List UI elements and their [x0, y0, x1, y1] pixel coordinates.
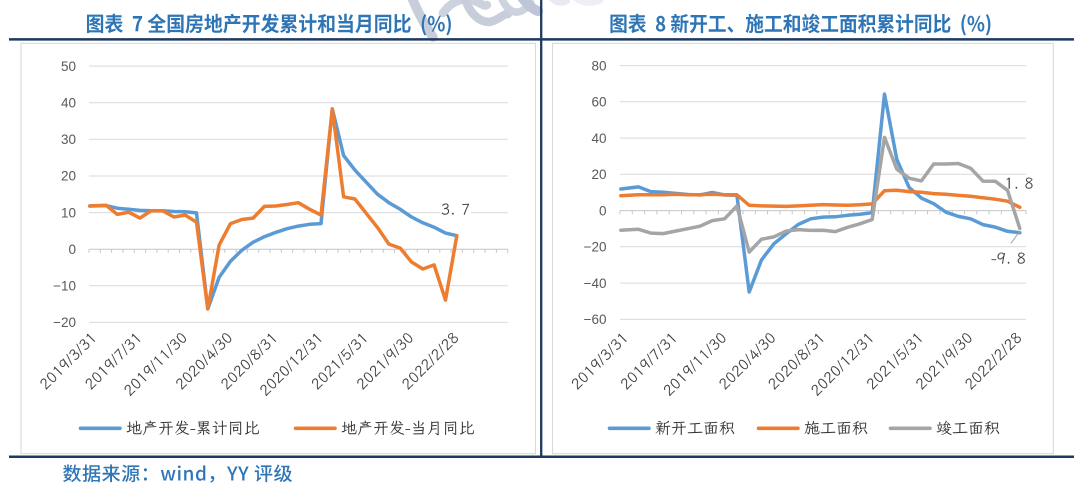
- svg-text:−60: −60: [584, 312, 607, 327]
- svg-text:40: 40: [61, 95, 76, 110]
- svg-text:−20: −20: [584, 240, 607, 255]
- svg-text:30: 30: [61, 132, 76, 147]
- svg-text:60: 60: [591, 95, 606, 110]
- svg-text:0: 0: [599, 203, 607, 218]
- svg-text:40: 40: [591, 131, 606, 146]
- svg-text:−20: −20: [53, 315, 76, 330]
- svg-text:−10: −10: [53, 279, 76, 294]
- svg-text:−40: −40: [584, 276, 607, 291]
- svg-text:80: 80: [591, 58, 606, 73]
- svg-text:20: 20: [61, 169, 76, 184]
- svg-text:20: 20: [591, 167, 606, 182]
- svg-text:50: 50: [61, 59, 76, 74]
- svg-text:0: 0: [68, 242, 76, 257]
- svg-text:10: 10: [61, 205, 76, 220]
